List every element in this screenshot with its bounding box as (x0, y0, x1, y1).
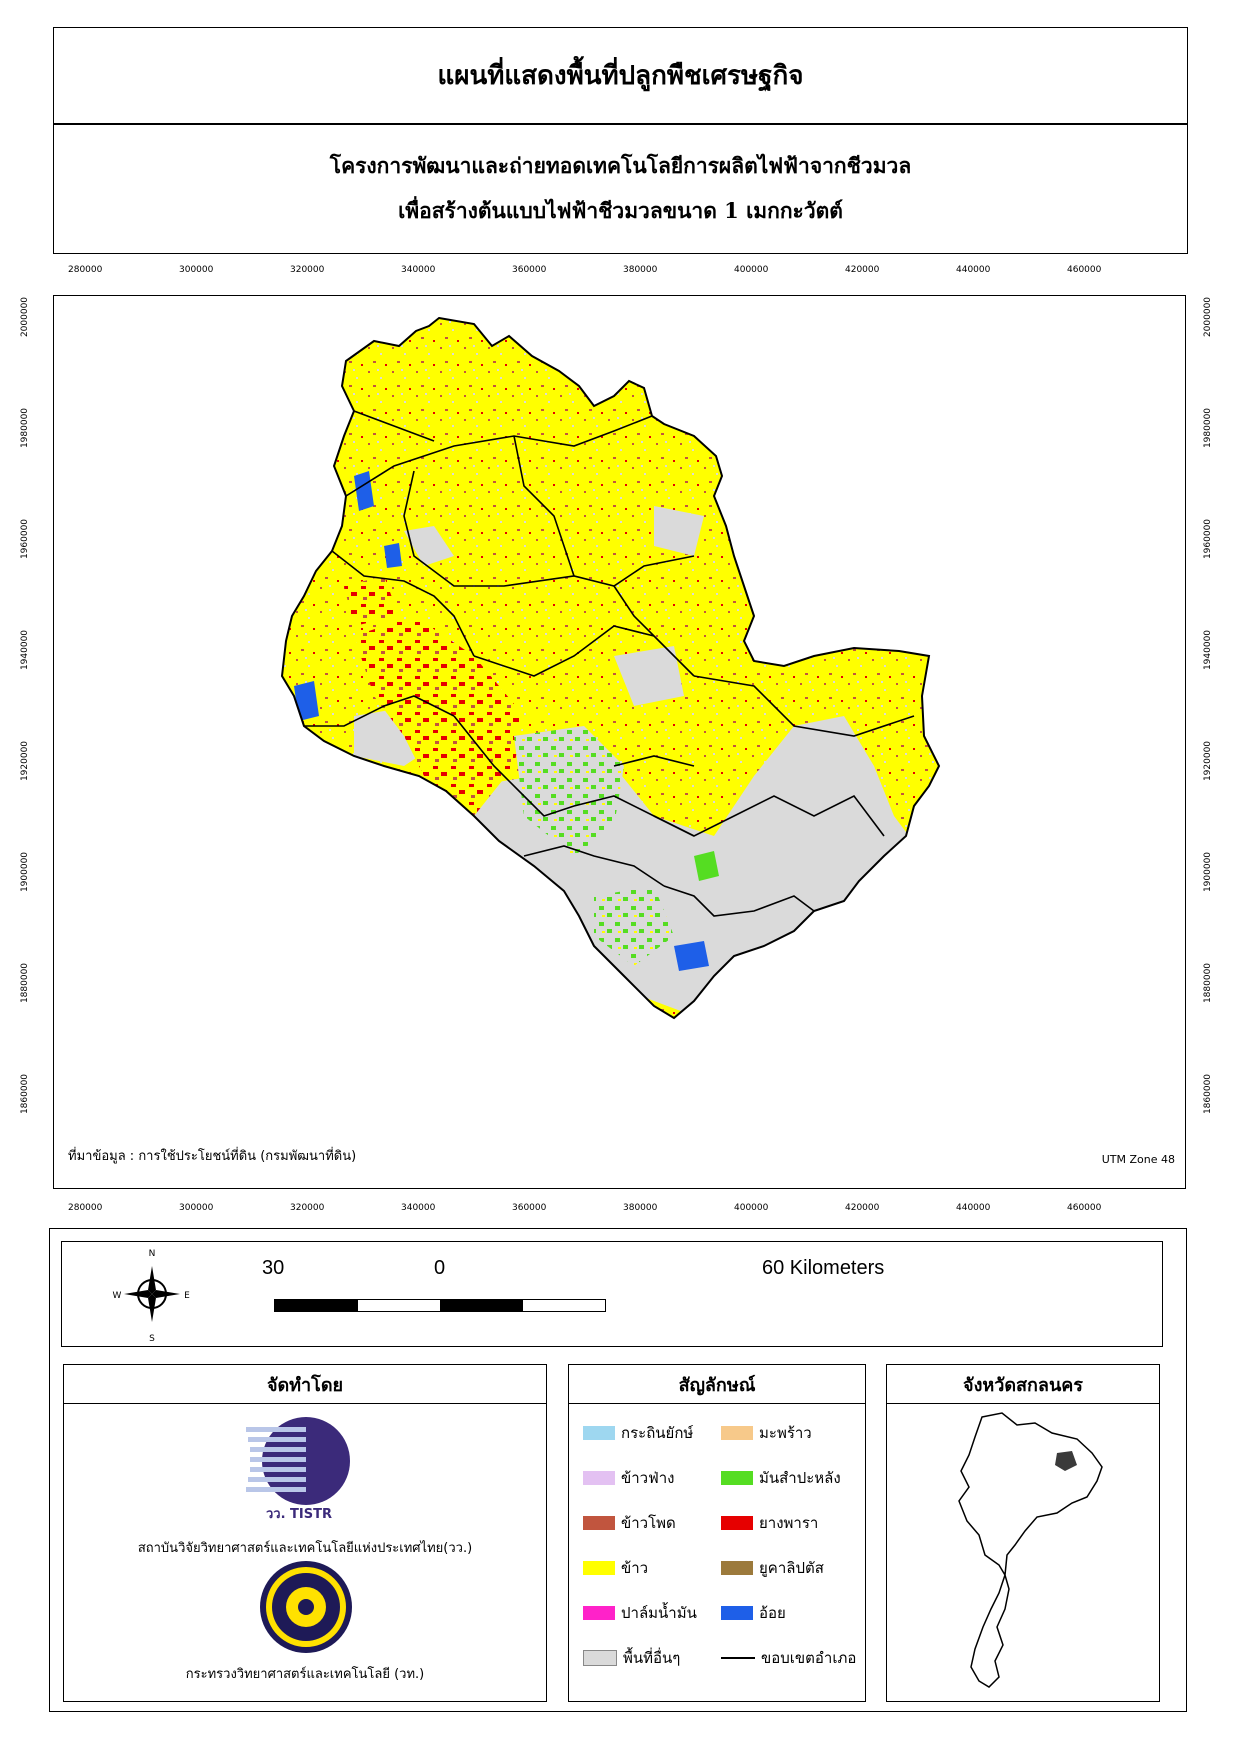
x-tick-bottom: 320000 (290, 1203, 325, 1213)
x-tick-top: 320000 (290, 265, 325, 275)
legend-swatch (721, 1561, 753, 1575)
legend-swatch (721, 1471, 753, 1485)
compass-north: N (149, 1249, 156, 1259)
producer-heading: จัดทำโดย (64, 1365, 546, 1404)
y-tick-left: 1980000 (20, 407, 31, 449)
legend-swatch (583, 1650, 617, 1666)
x-tick-bottom: 460000 (1067, 1203, 1102, 1213)
north-arrow-icon: N S E W (113, 1249, 191, 1344)
legend-item: ปาล์มน้ำมัน (583, 1601, 697, 1625)
legend-item: ยูคาลิปตัส (721, 1556, 824, 1580)
x-tick-bottom: 420000 (845, 1203, 880, 1213)
legend-item: พื้นที่อื่นๆ (583, 1646, 680, 1670)
y-tick-right: 1920000 (1203, 740, 1214, 782)
y-tick-right: 1960000 (1203, 518, 1214, 560)
subtitle-line-1: โครงการพัฒนาและถ่ายทอดเทคโนโลยีการผลิตไฟ… (329, 153, 912, 178)
tistr-logo-text: วว. TISTR (266, 1507, 332, 1522)
legend-item: มะพร้าว (721, 1421, 812, 1445)
y-tick-left: 1960000 (20, 518, 31, 560)
producer-panel: จัดทำโดย วว. TISTR สถาบันวิจัยวิทยาศาสตร… (63, 1364, 547, 1702)
scale-label-zero: 0 (434, 1257, 446, 1279)
x-tick-top: 460000 (1067, 265, 1102, 275)
subtitle-line-2: เพื่อสร้างต้นแบบไฟฟ้าชีวมวลขนาด 1 เมกกะว… (398, 198, 843, 223)
y-tick-left: 1940000 (20, 629, 31, 671)
legend-item: ขอบเขตอำเภอ (721, 1646, 856, 1670)
compass-east: E (184, 1291, 190, 1301)
province-boundary (280, 316, 941, 1020)
legend-item: กระถินยักษ์ (583, 1421, 693, 1445)
y-tick-left: 1860000 (20, 1073, 31, 1115)
y-tick-left: 1900000 (20, 851, 31, 893)
x-tick-top: 420000 (845, 265, 880, 275)
legend-swatch (721, 1516, 753, 1530)
legend-swatch (721, 1426, 753, 1440)
x-tick-top: 300000 (179, 265, 214, 275)
legend-item: ข้าวโพด (583, 1511, 676, 1535)
most-logo-icon (260, 1561, 352, 1653)
district-boundaries (304, 410, 915, 917)
legend-swatch (583, 1471, 615, 1485)
tistr-logo-icon: วว. TISTR (246, 1417, 350, 1522)
y-tick-right: 1980000 (1203, 407, 1214, 449)
sakon-nakhon-highlight (1055, 1451, 1077, 1471)
y-tick-right: 1900000 (1203, 851, 1214, 893)
compass-west: W (113, 1291, 122, 1301)
y-tick-right: 1860000 (1203, 1073, 1214, 1115)
utm-zone-label: UTM Zone 48 (1101, 1153, 1175, 1166)
legend-panel: สัญลักษณ์ กระถินยักษ์ มะพร้าว ข้าวฟ่าง ม… (568, 1364, 866, 1702)
x-tick-bottom: 400000 (734, 1203, 769, 1213)
x-tick-bottom: 340000 (401, 1203, 436, 1213)
y-tick-left: 1880000 (20, 962, 31, 1004)
x-tick-bottom: 380000 (623, 1203, 658, 1213)
y-tick-left: 1920000 (20, 740, 31, 782)
org-name-most: กระทรวงวิทยาศาสตร์และเทคโนโลยี (วท.) (185, 1667, 425, 1682)
map-title: แผนที่แสดงพื้นที่ปลูกพืชเศรษฐกิจ (437, 61, 804, 91)
legend-item: มันสำปะหลัง (721, 1466, 841, 1490)
x-tick-top: 360000 (512, 265, 547, 275)
legend-line-swatch (721, 1657, 755, 1659)
legend-item: ข้าว (583, 1556, 648, 1580)
data-source-note: ที่มาข้อมูล : การใช้ประโยชน์ที่ดิน (กรมพ… (68, 1149, 357, 1164)
legend-item: อ้อย (721, 1601, 786, 1625)
x-tick-bottom: 440000 (956, 1203, 991, 1213)
map-frame: ที่มาข้อมูล : การใช้ประโยชน์ที่ดิน (กรมพ… (53, 295, 1186, 1189)
legend-item: ข้าวฟ่าง (583, 1466, 674, 1490)
y-tick-right: 1940000 (1203, 629, 1214, 671)
legend-swatch (583, 1426, 615, 1440)
x-tick-top: 280000 (68, 265, 103, 275)
y-tick-left: 2000000 (20, 296, 31, 338)
org-name-tistr: สถาบันวิจัยวิทยาศาสตร์และเทคโนโลยีแห่งปร… (137, 1541, 473, 1556)
locator-panel: จังหวัดสกลนคร (886, 1364, 1160, 1702)
scale-label-right: 60 Kilometers (762, 1257, 885, 1279)
compass-south: S (149, 1334, 155, 1344)
x-tick-bottom: 360000 (512, 1203, 547, 1213)
province-map (280, 316, 941, 1020)
locator-heading: จังหวัดสกลนคร (887, 1365, 1159, 1404)
landuse-layer (282, 318, 939, 1018)
x-tick-top: 440000 (956, 265, 991, 275)
legend-item: ยางพารา (721, 1511, 818, 1535)
x-tick-bottom: 300000 (179, 1203, 214, 1213)
legend-swatch (721, 1606, 753, 1620)
map-title-box: แผนที่แสดงพื้นที่ปลูกพืชเศรษฐกิจ (53, 27, 1188, 124)
y-tick-right: 1880000 (1203, 962, 1214, 1004)
thailand-locator-map (958, 1412, 1103, 1688)
x-tick-top: 400000 (734, 265, 769, 275)
map-subtitle-box: โครงการพัฒนาและถ่ายทอดเทคโนโลยีการผลิตไฟ… (53, 124, 1188, 254)
legend-swatch (583, 1516, 615, 1530)
legend-heading: สัญลักษณ์ (569, 1365, 865, 1404)
legend-swatch (583, 1606, 615, 1620)
x-tick-top: 340000 (401, 265, 436, 275)
scale-bar (274, 1299, 606, 1312)
y-tick-right: 2000000 (1203, 296, 1214, 338)
scale-compass-box: N S E W 30 0 60 Kilometers (61, 1241, 1163, 1347)
legend-swatch (583, 1561, 615, 1575)
x-tick-bottom: 280000 (68, 1203, 103, 1213)
scale-label-left: 30 (262, 1257, 285, 1279)
x-tick-top: 380000 (623, 265, 658, 275)
